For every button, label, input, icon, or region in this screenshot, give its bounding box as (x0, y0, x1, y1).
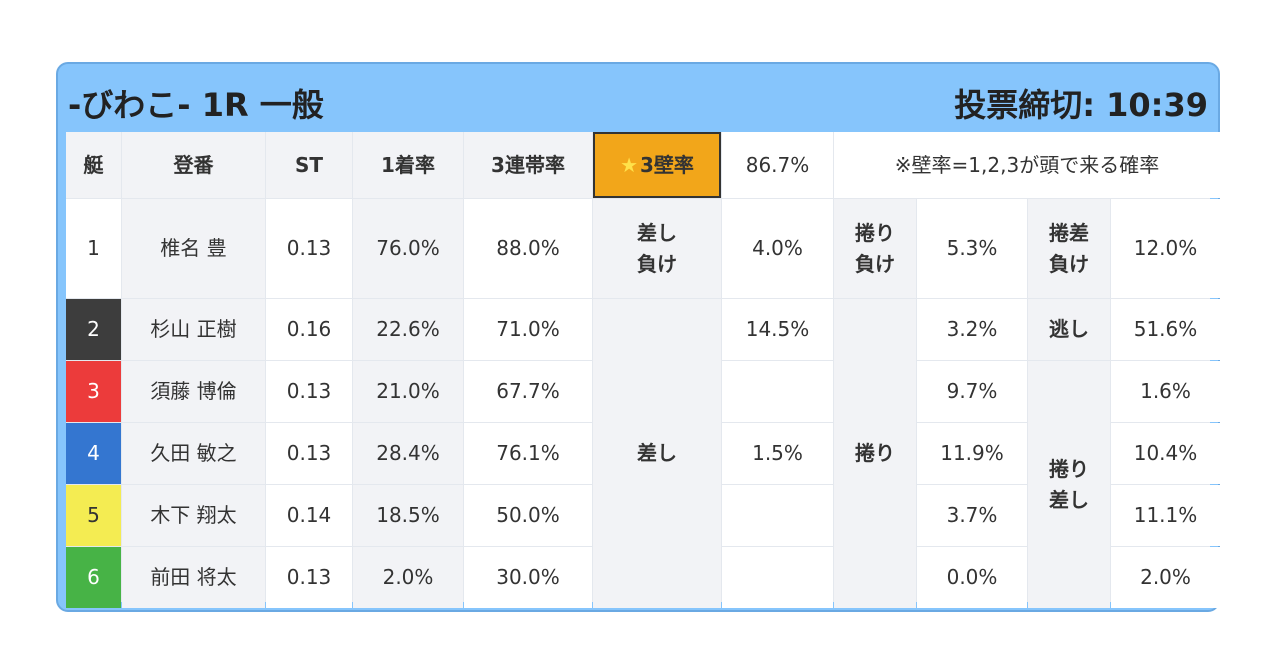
boat-number-6: 6 (66, 547, 121, 608)
lose-sashi-label-2: 負け (637, 251, 677, 276)
first-rate-3: 21.0% (353, 361, 463, 422)
win-makuri-value-6: 0.0% (917, 547, 1027, 608)
lose-makurisashi-value: 12.0% (1111, 199, 1220, 298)
top3-rate-3: 67.7% (464, 361, 592, 422)
wall-rate-label: 3壁率 (640, 152, 694, 177)
racer-name-2: 杉山 正樹 (122, 299, 265, 360)
star-icon: ★ (620, 152, 638, 177)
wall-rate-note: ※壁率=1,2,3が頭で来る確率 (834, 132, 1220, 198)
win-sashi-value-4: 1.5% (722, 423, 833, 484)
racer-name-1: 椎名 豊 (122, 199, 265, 298)
win-sashi-label: 差し (593, 299, 721, 608)
top3-rate-5: 50.0% (464, 485, 592, 546)
nige-label: 逃し (1028, 299, 1110, 360)
win-sashi-value-6 (722, 547, 833, 608)
lose-makuri-value: 5.3% (917, 199, 1027, 298)
st-5: 0.14 (266, 485, 352, 546)
vote-deadline: 投票締切: 10:39 (954, 86, 1208, 124)
win-makurisashi-label-1: 捲り (1049, 456, 1089, 481)
top3-rate-2: 71.0% (464, 299, 592, 360)
win-makuri-value-2: 3.2% (917, 299, 1027, 360)
win-makuri-value-5: 3.7% (917, 485, 1027, 546)
win-sashi-value-5 (722, 485, 833, 546)
win-makurisashi-value-6: 2.0% (1111, 547, 1220, 608)
first-rate-1: 76.0% (353, 199, 463, 298)
st-2: 0.16 (266, 299, 352, 360)
header-st: ST (266, 132, 352, 198)
win-makuri-value-4: 11.9% (917, 423, 1027, 484)
header-name: 登番 (122, 132, 265, 198)
racer-name-6: 前田 将太 (122, 547, 265, 608)
win-makurisashi-value-4: 10.4% (1111, 423, 1220, 484)
lose-makuri-label: 捲り 負け (834, 199, 916, 298)
win-makuri-label: 捲り (834, 299, 916, 608)
top3-rate-6: 30.0% (464, 547, 592, 608)
racer-name-5: 木下 翔太 (122, 485, 265, 546)
boat-number-1: 1 (66, 199, 121, 298)
win-sashi-value-3 (722, 361, 833, 422)
top3-rate-4: 76.1% (464, 423, 592, 484)
lose-makurisashi-label-1: 捲差 (1049, 220, 1089, 245)
win-makurisashi-label: 捲り 差し (1028, 361, 1110, 608)
win-makurisashi-value-5: 11.1% (1111, 485, 1220, 546)
boat-number-5: 5 (66, 485, 121, 546)
top3-rate-1: 88.0% (464, 199, 592, 298)
win-sashi-value-2: 14.5% (722, 299, 833, 360)
lose-sashi-value: 4.0% (722, 199, 833, 298)
lose-sashi-label-1: 差し (637, 220, 677, 245)
racer-name-3: 須藤 博倫 (122, 361, 265, 422)
lose-sashi-label: 差し 負け (593, 199, 721, 298)
header-wall-rate: ★ 3壁率 (593, 132, 721, 198)
header-boat: 艇 (66, 132, 121, 198)
win-makuri-value-3: 9.7% (917, 361, 1027, 422)
lose-makurisashi-label-2: 負け (1049, 251, 1089, 276)
header-top3-rate: 3連帯率 (464, 132, 592, 198)
header-first-rate: 1着率 (353, 132, 463, 198)
st-4: 0.13 (266, 423, 352, 484)
lose-makuri-label-1: 捲り (855, 220, 895, 245)
win-makurisashi-label-2: 差し (1049, 487, 1089, 512)
first-rate-2: 22.6% (353, 299, 463, 360)
first-rate-5: 18.5% (353, 485, 463, 546)
win-makurisashi-value-3: 1.6% (1111, 361, 1220, 422)
boat-number-4: 4 (66, 423, 121, 484)
lose-makurisashi-label: 捲差 負け (1028, 199, 1110, 298)
st-1: 0.13 (266, 199, 352, 298)
st-6: 0.13 (266, 547, 352, 608)
race-title: -びわこ- 1R 一般 (68, 86, 324, 124)
racer-name-4: 久田 敏之 (122, 423, 265, 484)
boat-number-3: 3 (66, 361, 121, 422)
nige-value: 51.6% (1111, 299, 1220, 360)
first-rate-6: 2.0% (353, 547, 463, 608)
wall-rate-value: 86.7% (722, 132, 833, 198)
st-3: 0.13 (266, 361, 352, 422)
race-stats-table: 艇 登番 ST 1着率 3連帯率 ★ 3壁率 86.7% ※壁率=1,2,3が頭で… (66, 132, 1220, 608)
lose-makuri-label-2: 負け (855, 251, 895, 276)
boat-number-2: 2 (66, 299, 121, 360)
first-rate-4: 28.4% (353, 423, 463, 484)
